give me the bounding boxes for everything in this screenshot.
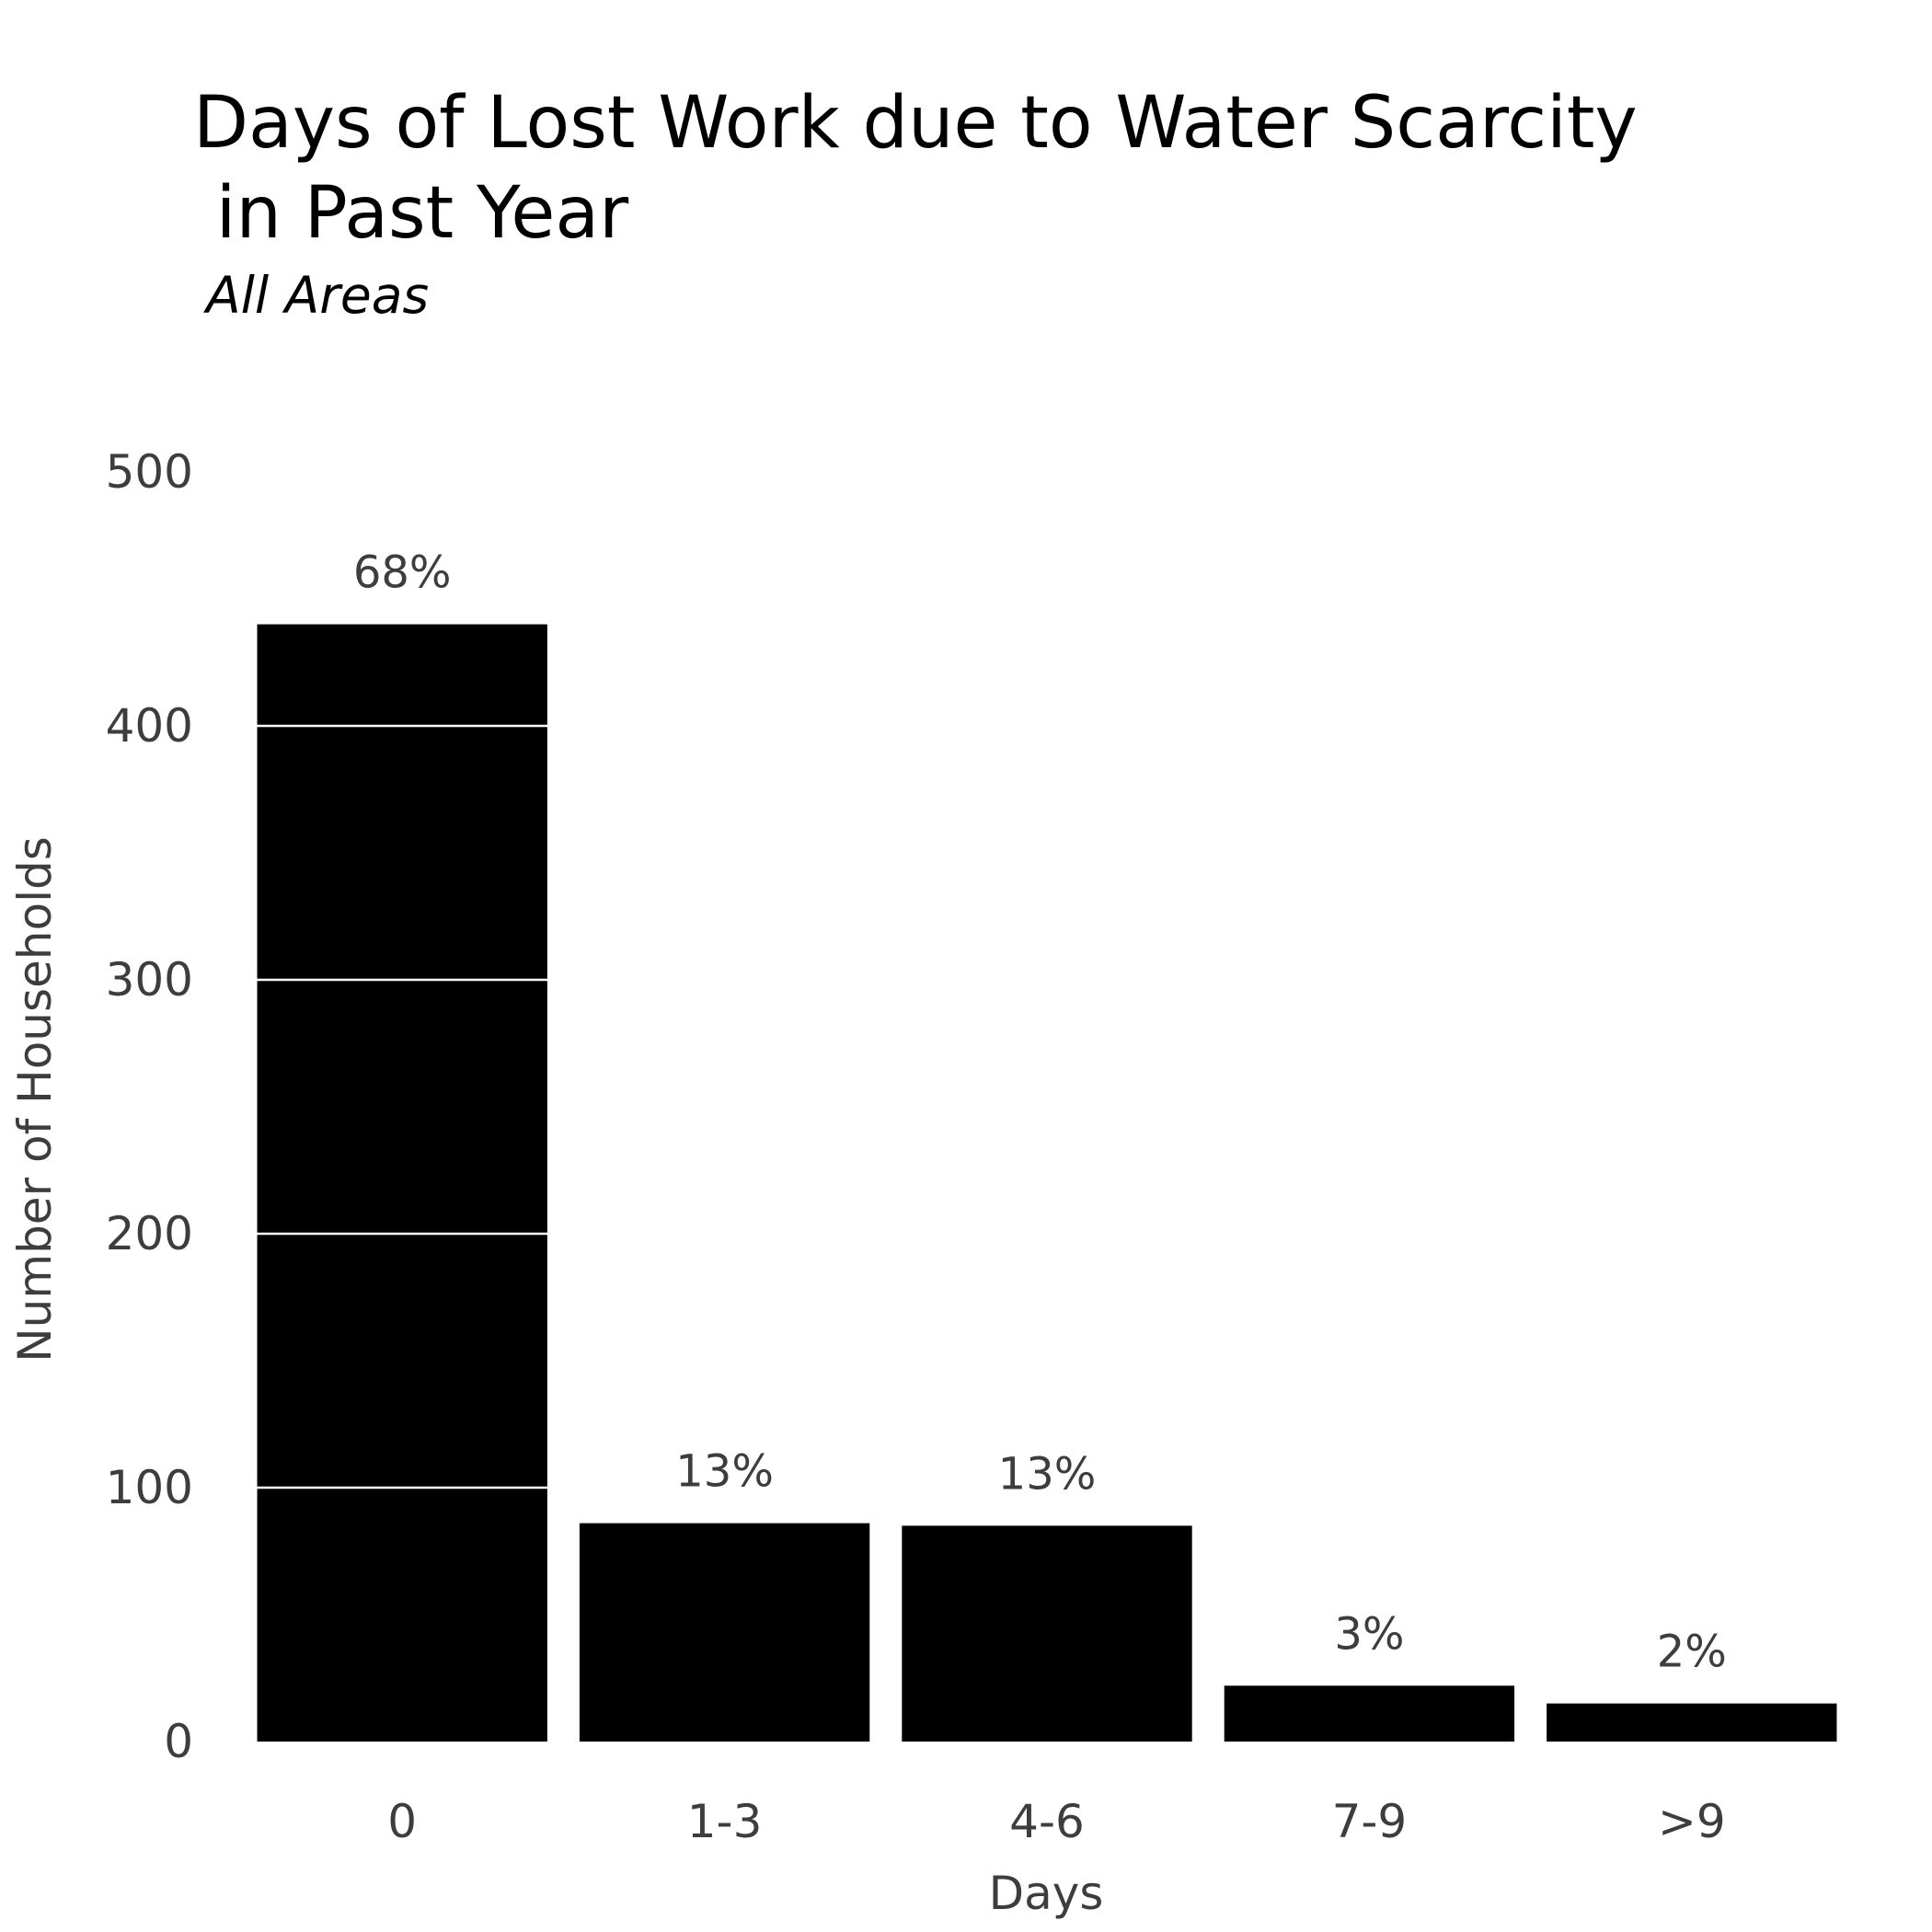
y-tick-label-0: 0: [164, 1715, 193, 1768]
bar-4: [1547, 1703, 1837, 1742]
data-label-2: 13%: [998, 1448, 1097, 1500]
gridlines-layer: [241, 470, 1853, 1489]
y-tick-label-2: 200: [106, 1207, 193, 1260]
x-tick-label-1: 1-3: [687, 1795, 763, 1848]
x-tick-label-4: >9: [1658, 1795, 1726, 1848]
y-axis: 0 100 200 300 400 500: [106, 445, 193, 1768]
bars-layer: [257, 624, 1837, 1742]
bar-2: [902, 1525, 1192, 1742]
x-axis: 0 1-3 4-6 7-9 >9: [387, 1795, 1725, 1848]
data-label-0: 68%: [353, 547, 452, 599]
x-tick-label-0: 0: [387, 1795, 417, 1848]
y-tick-label-3: 300: [106, 953, 193, 1006]
x-axis-title: Days: [989, 1867, 1104, 1920]
data-labels-layer: 68% 13% 13% 3% 2%: [353, 547, 1727, 1678]
x-tick-label-3: 7-9: [1332, 1795, 1408, 1848]
y-axis-title: Number of Households: [8, 836, 62, 1362]
bar-1: [579, 1523, 870, 1742]
data-label-3: 3%: [1334, 1608, 1404, 1660]
y-tick-label-1: 100: [106, 1461, 193, 1514]
bar-3: [1224, 1685, 1515, 1742]
x-tick-label-2: 4-6: [1009, 1795, 1085, 1848]
y-tick-label-5: 500: [106, 445, 193, 499]
y-tick-label-4: 400: [106, 699, 193, 753]
chart-title: Days of Lost Work due to Water Scarcity …: [193, 82, 1638, 255]
data-label-1: 13%: [675, 1446, 774, 1498]
data-label-4: 2%: [1657, 1627, 1727, 1678]
bar-0: [257, 624, 547, 1742]
chart-subtitle: All Areas: [206, 266, 430, 325]
